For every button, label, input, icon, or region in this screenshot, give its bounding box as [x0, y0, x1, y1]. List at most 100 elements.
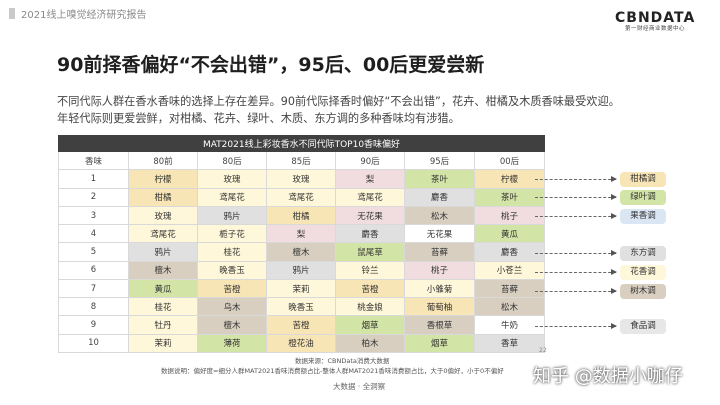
- column-header: 00后: [473, 151, 546, 171]
- scent-cell: 苦橙: [266, 315, 336, 335]
- scent-cell: 柏木: [335, 333, 405, 354]
- rank-cell: 3: [58, 205, 129, 226]
- arrow-connector-icon: [535, 194, 617, 200]
- table-row: 9 牡丹 檀木 苦橙 烟草 香根草 牛奶: [58, 315, 546, 335]
- scent-cell: 茉莉: [128, 333, 198, 354]
- scent-cell: 桂花: [197, 242, 267, 262]
- scent-cell: 柠檬: [128, 169, 198, 189]
- rank-cell: 7: [58, 278, 129, 299]
- column-header: 80前: [128, 151, 198, 171]
- scent-cell: 鸢尾花: [266, 187, 336, 207]
- page-number: 22: [539, 347, 547, 354]
- rank-cell: 4: [58, 224, 129, 244]
- header-accent-bar: [9, 8, 15, 19]
- logo-tagline: 第一财经商业数据中心: [624, 26, 685, 32]
- scent-cell: 苔藓: [404, 242, 475, 262]
- scent-cell: 香根草: [404, 315, 475, 335]
- scent-cell: 麝香: [404, 187, 475, 207]
- scent-cell: 茶叶: [473, 187, 546, 207]
- scent-cell: 黄瓜: [128, 278, 198, 299]
- legend-tag: 绿叶调: [620, 190, 666, 205]
- table-row: 3 玫瑰 鸦片 柑橘 无花果 松木 桃子: [58, 205, 546, 226]
- scent-cell: 麝香: [335, 224, 405, 244]
- rank-cell: 8: [58, 297, 129, 317]
- scent-cell: 玫瑰: [197, 169, 267, 189]
- scent-cell: 小苍兰: [473, 260, 546, 280]
- scent-cell: 桃子: [404, 260, 475, 280]
- column-header: 85后: [266, 151, 336, 171]
- scent-cell: 鸦片: [128, 242, 198, 262]
- scent-cell: 鸦片: [266, 260, 336, 280]
- scent-cell: 梨: [335, 169, 405, 189]
- scent-cell: 檀木: [197, 315, 267, 335]
- scent-cell: 薄荷: [197, 333, 267, 354]
- scent-cell: 玫瑰: [128, 205, 198, 226]
- scent-preference-table: MAT2021线上彩妆香水不同代际TOP10香味偏好 香味 80前 80后 85后 90…: [57, 134, 546, 354]
- scent-cell: 梨: [266, 224, 336, 244]
- cbndata-logo: CBNDATA 第一财经商业数据中心: [615, 11, 695, 33]
- data-source: 数据来源：CBNData消费大数据: [295, 357, 390, 365]
- scent-cell: 黄瓜: [473, 224, 546, 244]
- scent-cell: 小雏菊: [404, 278, 475, 299]
- scent-cell: 晚香玉: [266, 297, 336, 317]
- scent-cell: 无花果: [335, 205, 405, 226]
- table-row: 1 柠檬 玫瑰 玫瑰梨茶叶 柠檬: [58, 169, 546, 189]
- column-header: 95后: [404, 151, 475, 171]
- scent-cell: 柠檬: [473, 169, 546, 189]
- scent-cell: 铃兰: [335, 260, 405, 280]
- description-line: 年轻代际则更爱尝鲜，对柑橘、花卉、绿叶、木质、东方调的多种香味均有涉猎。: [57, 112, 460, 125]
- scent-cell: 香草: [473, 333, 546, 354]
- legend-tag: 果香调: [620, 209, 666, 224]
- report-title: 2021线上嗅觉经济研究报告: [21, 10, 147, 21]
- scent-cell: 鼠尾草: [335, 242, 405, 262]
- table-header-row: 香味 80前 80后 85后 90后 95后 00后: [58, 151, 546, 171]
- table-row: 7 黄瓜 苦橙 茉莉 苦橙 小雏菊 苔藓: [58, 278, 546, 299]
- scent-cell: 乌木: [197, 297, 267, 317]
- legend-tag: 东方调: [620, 246, 666, 261]
- scent-cell: 松木: [473, 297, 546, 317]
- column-header: 80后: [197, 151, 267, 171]
- scent-cell: 桃子: [473, 205, 546, 226]
- scent-cell: 茶叶: [404, 169, 475, 189]
- scent-cell: 牛奶: [473, 315, 546, 335]
- arrow-connector-icon: [535, 323, 617, 329]
- scent-cell: 柑橘: [266, 205, 336, 226]
- scent-cell: 晚香玉: [197, 260, 267, 280]
- column-header: 90后: [335, 151, 405, 171]
- table-row: 5 鸦片 桂花 檀木 鼠尾草 苔藓 麝香: [58, 242, 546, 262]
- arrow-connector-icon: [535, 250, 617, 256]
- table-row: 6 檀木 晚香玉 鸦片 铃兰 桃子 小苍兰: [58, 260, 546, 280]
- scent-cell: 栀子花: [197, 224, 267, 244]
- scent-cell: 松木: [404, 205, 475, 226]
- rank-cell: 10: [58, 333, 129, 354]
- scent-cell: 葡萄柚: [404, 297, 475, 317]
- scent-cell: 苦橙: [335, 278, 405, 299]
- data-note: 数据说明：偏好度=细分人群MAT2021香味消费额占比-整体人群MAT2021香…: [161, 367, 504, 375]
- scent-cell: 玫瑰: [266, 169, 336, 189]
- watermark-text: 知乎 @数据小咖仔: [533, 366, 683, 387]
- table-row: 4 鸢尾花 栀子花梨麝香 无花果 黄瓜: [58, 224, 546, 244]
- scent-cell: 鸢尾花: [197, 187, 267, 207]
- scent-cell: 牡丹: [128, 315, 198, 335]
- legend-tag: 花香调: [620, 265, 666, 280]
- scent-cell: 桂花: [128, 297, 198, 317]
- legend-tag: 食品调: [620, 319, 666, 334]
- arrow-connector-icon: [535, 213, 617, 219]
- scent-cell: 茉莉: [266, 278, 336, 299]
- rank-cell: 2: [58, 187, 129, 207]
- rank-cell: 9: [58, 315, 129, 335]
- scent-cell: 麝香: [473, 242, 546, 262]
- scent-cell: 苔藓: [473, 278, 546, 299]
- description: 不同代际人群在香水香味的选择上存在差异。90前代际择香时偏好“不会出错”，花卉、…: [57, 93, 697, 127]
- arrow-connector-icon: [535, 176, 617, 182]
- scent-cell: 鸢尾花: [128, 224, 198, 244]
- arrow-connector-icon: [535, 269, 617, 275]
- scent-cell: 鸢尾花: [335, 187, 405, 207]
- footer-slogan: 大数据 · 全洞察: [333, 382, 386, 391]
- scent-cell: 烟草: [335, 315, 405, 335]
- rank-cell: 1: [58, 169, 129, 189]
- arrow-connector-icon: [535, 288, 617, 294]
- logo-wordmark: CBNDATA: [615, 10, 696, 26]
- scent-cell: 橙花油: [266, 333, 336, 354]
- table-row: 2 柑橘 鸢尾花 鸢尾花 鸢尾花 麝香 茶叶: [58, 187, 546, 207]
